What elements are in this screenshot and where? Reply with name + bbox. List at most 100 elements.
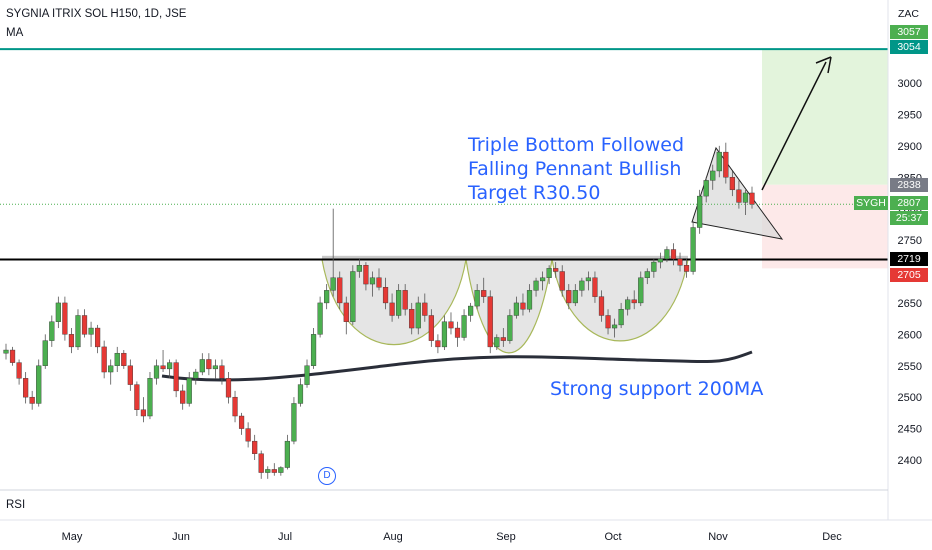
candle-body [625, 299, 631, 310]
candle [337, 271, 343, 310]
candle [271, 463, 277, 476]
candle [186, 372, 192, 407]
candle [245, 422, 251, 448]
candle-body [317, 302, 323, 335]
candle-body [481, 290, 487, 297]
candle [415, 296, 421, 335]
indicator-label-rsi[interactable]: RSI [6, 499, 26, 511]
y-tick-label: 2950 [898, 109, 922, 121]
y-tick-label: 2500 [898, 392, 922, 404]
candle [160, 350, 166, 373]
candle [553, 262, 559, 278]
candle-body [363, 265, 369, 285]
candle-body [474, 290, 480, 307]
dividend-marker[interactable]: D [318, 467, 336, 485]
candle-body [186, 378, 192, 404]
candle-body [631, 299, 637, 304]
candle-body [683, 265, 690, 272]
y-tick-label: 2750 [898, 235, 922, 247]
candle-body [389, 302, 395, 316]
candle [166, 359, 173, 379]
candle-body [330, 277, 336, 291]
candle-body [114, 352, 120, 366]
candle [690, 221, 696, 275]
candle [546, 265, 552, 285]
candle [29, 390, 35, 410]
x-tick-label: May [62, 531, 83, 543]
badge-countdown: 25:37 [890, 211, 928, 225]
candle [736, 180, 742, 209]
candle [566, 284, 572, 310]
currency-label: ZAC [898, 8, 919, 20]
y-tick-label: 3000 [898, 78, 922, 90]
candle-body [566, 290, 572, 304]
candle-body [180, 390, 186, 404]
candle-body [324, 290, 330, 304]
candle-body [657, 258, 663, 263]
candle [677, 252, 683, 272]
candle [441, 315, 448, 351]
candle [670, 243, 677, 266]
candle [278, 466, 284, 476]
candle [284, 434, 290, 470]
candle [324, 284, 330, 310]
candle [585, 271, 592, 291]
candle-body [337, 277, 343, 304]
level-lines [0, 48, 888, 261]
candle-body [343, 302, 349, 322]
candle [101, 340, 107, 379]
x-tick-label: Sep [496, 531, 516, 543]
candle [369, 271, 376, 297]
y-tick-label: 2550 [898, 361, 922, 373]
candle-body [147, 378, 153, 417]
symbol-title[interactable]: SYGNIA ITRIX SOL H150, 1D, JSE [6, 8, 187, 20]
candle [252, 434, 258, 460]
candle [3, 343, 9, 360]
candle [356, 258, 362, 278]
candle [42, 334, 48, 369]
candle [638, 271, 644, 307]
candle-body [134, 384, 140, 410]
candle-body [605, 315, 611, 329]
candle [68, 328, 75, 354]
candle [592, 271, 598, 303]
candle-body [710, 170, 716, 181]
candle-body [369, 277, 376, 285]
candle [55, 296, 61, 329]
indicator-label-ma[interactable]: MA [6, 27, 24, 39]
candle-body [579, 280, 585, 291]
candle-body [644, 271, 650, 278]
candle [206, 353, 212, 376]
candle [49, 315, 55, 347]
candle [507, 309, 513, 344]
candle-body [310, 334, 317, 366]
candle-body [729, 177, 735, 191]
candle-body [526, 290, 533, 310]
candle [180, 384, 186, 410]
y-tick-label: 2600 [898, 329, 922, 341]
candle-body [68, 334, 75, 348]
candle-body [553, 268, 559, 272]
badge-symbol: SYGH [854, 196, 888, 210]
pattern-annotation: Triple Bottom Followed Falling Pennant B… [468, 133, 684, 205]
candle [153, 359, 160, 385]
candle-body [193, 371, 199, 379]
candle-body [723, 151, 729, 178]
candle-body [592, 277, 598, 297]
candle-body [703, 180, 709, 197]
candle [468, 302, 474, 322]
target-arrow-line [761, 61, 827, 191]
candle [114, 346, 120, 373]
candle-body [101, 346, 107, 373]
candle-body [670, 249, 677, 260]
candle [265, 466, 271, 479]
candle-body [435, 340, 441, 348]
candle [317, 296, 323, 338]
candle [533, 277, 539, 297]
candle [749, 186, 755, 209]
candle-body [716, 151, 722, 172]
y-tick-label: 2650 [898, 298, 922, 310]
candle-body [539, 277, 546, 282]
neck-band [322, 255, 688, 260]
